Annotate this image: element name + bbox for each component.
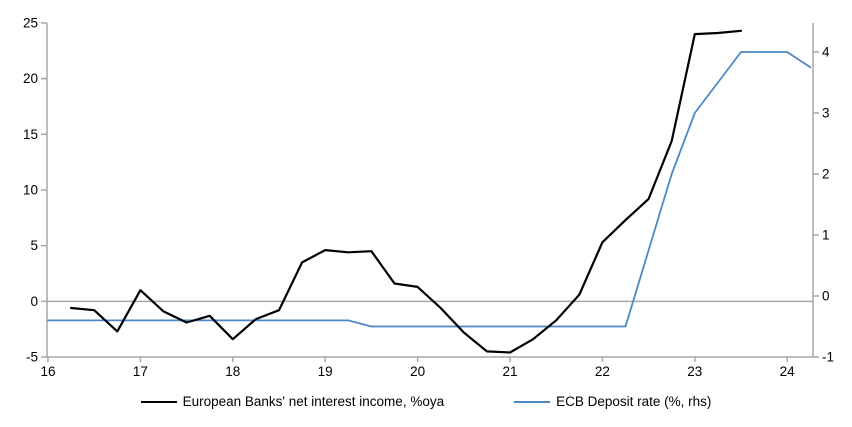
left-axis-tick-label: 25 bbox=[23, 16, 38, 31]
right-axis-tick-label: 1 bbox=[822, 228, 830, 243]
chart-legend: European Banks' net interest income, %oy… bbox=[0, 394, 852, 409]
x-axis-tick-label: 20 bbox=[410, 364, 425, 379]
legend-item-ecb-deposit-rate: ECB Deposit rate (%, rhs) bbox=[514, 394, 711, 409]
left-axis-tick-label: 0 bbox=[30, 294, 38, 309]
right-axis-tick-label: 0 bbox=[822, 289, 830, 304]
x-axis-tick-label: 23 bbox=[687, 364, 702, 379]
left-axis-tick-label: -5 bbox=[26, 350, 38, 365]
left-axis-tick-label: 10 bbox=[23, 183, 38, 198]
legend-item-net-interest-income: European Banks' net interest income, %oy… bbox=[140, 394, 445, 409]
left-axis-tick-label: 20 bbox=[23, 71, 38, 86]
x-axis-tick-label: 19 bbox=[318, 364, 333, 379]
left-axis-tick-label: 5 bbox=[30, 238, 38, 253]
net-interest-income-line bbox=[69, 29, 743, 354]
x-axis-tick-label: 17 bbox=[133, 364, 148, 379]
legend-label-ecb-deposit-rate: ECB Deposit rate (%, rhs) bbox=[556, 394, 712, 409]
legend-label-net-interest-income: European Banks' net interest income, %oy… bbox=[182, 394, 445, 409]
x-axis-tick-label: 24 bbox=[780, 364, 796, 379]
ecb-deposit-rate-line bbox=[47, 51, 812, 328]
x-axis-tick-label: 21 bbox=[502, 364, 517, 379]
right-axis-tick-label: 4 bbox=[822, 45, 830, 60]
net-interest-income-line-swatch bbox=[140, 400, 177, 403]
x-axis-tick-label: 18 bbox=[225, 364, 240, 379]
right-axis-tick-label: 3 bbox=[822, 106, 830, 121]
left-axis-tick-label: 15 bbox=[23, 127, 38, 142]
right-axis-tick-label: 2 bbox=[822, 167, 830, 182]
x-axis-tick-label: 16 bbox=[40, 364, 55, 379]
ecb-deposit-rate-line-swatch bbox=[514, 400, 551, 403]
x-axis-tick-label: 22 bbox=[595, 364, 610, 379]
right-axis-tick-label: -1 bbox=[822, 350, 834, 365]
